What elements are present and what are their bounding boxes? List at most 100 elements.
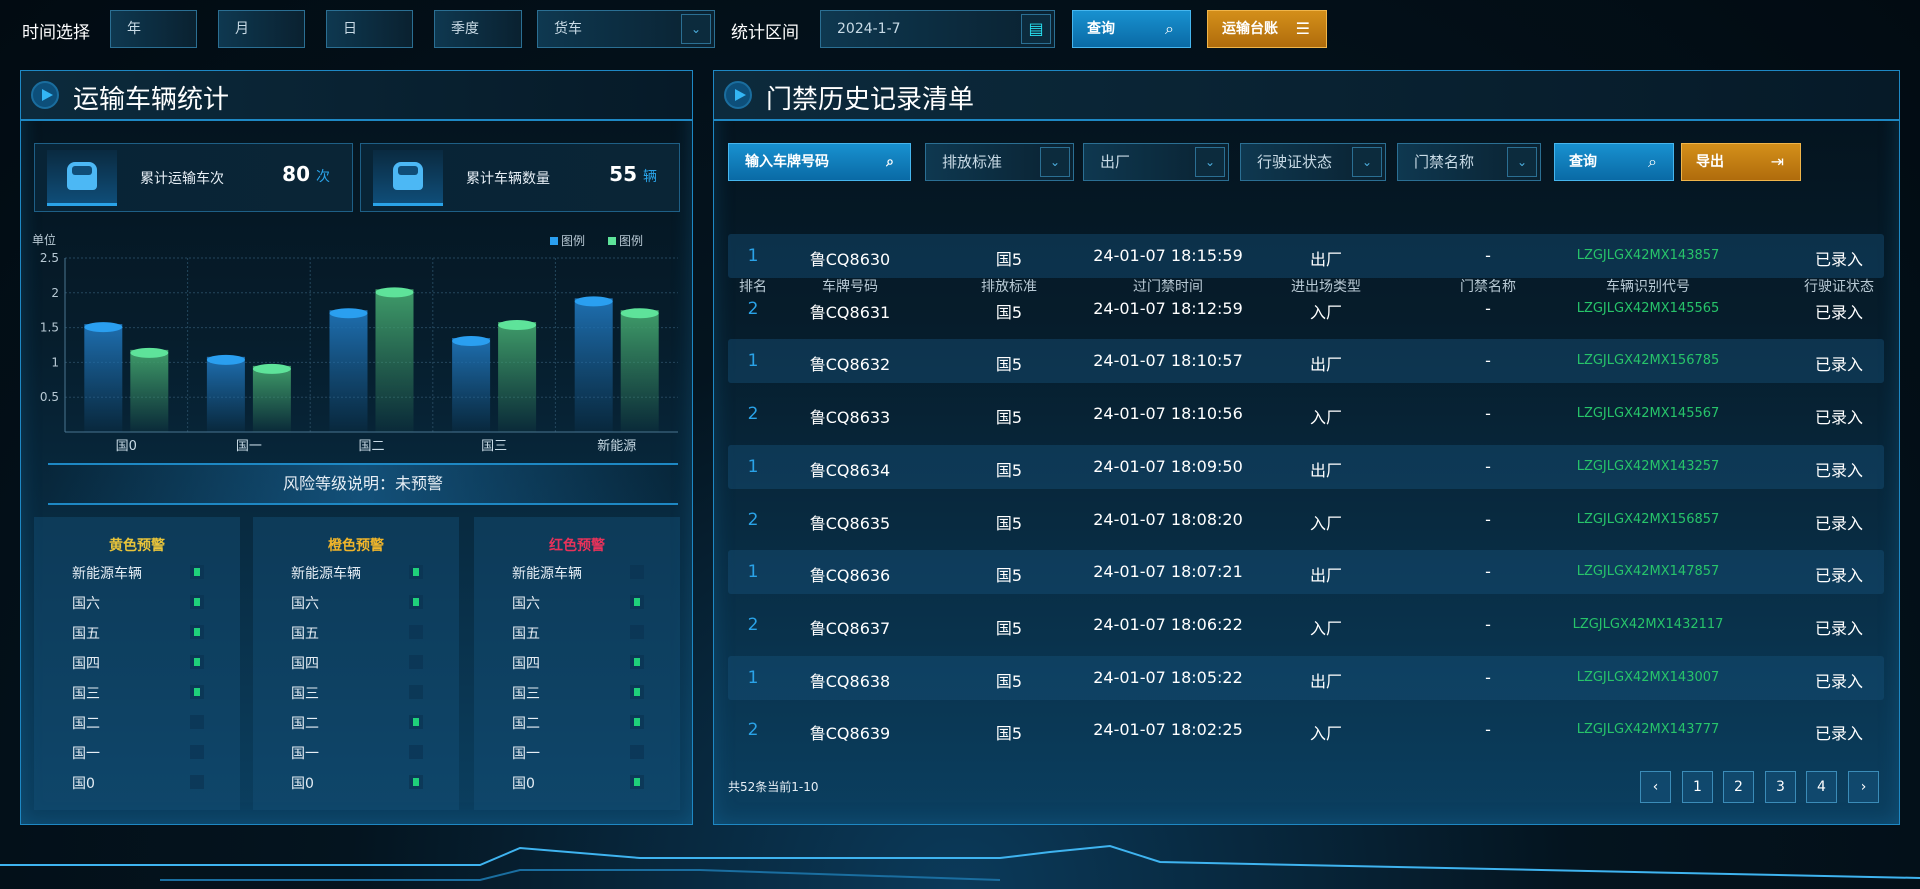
table-cell: - — [1485, 404, 1491, 424]
status-indicator-icon — [409, 625, 423, 639]
status-indicator-icon — [190, 565, 204, 579]
table-cell: 国5 — [995, 566, 1023, 586]
table-cell: - — [1485, 298, 1491, 318]
status-indicator-icon — [409, 655, 423, 669]
bar — [620, 310, 659, 432]
gate-name-select[interactable]: 门禁名称 ⌄ — [1397, 143, 1541, 181]
table-cell: 鲁CQ8638 — [809, 671, 891, 691]
ledger-button[interactable]: 运输台账 ☰ — [1207, 10, 1327, 48]
table-row[interactable]: 1 鲁CQ8636 国5 24-01-07 18:07:21 出厂 - LZGJLGX42M… — [728, 550, 1884, 595]
table-cell: LZGJLGX42MX143007 — [1576, 669, 1720, 685]
chevron-down-icon[interactable]: ⌄ — [1040, 147, 1070, 177]
table-cell: 1 — [747, 351, 759, 372]
table-row[interactable]: 2 鲁CQ8635 国5 24-01-07 18:08:20 入厂 - LZGJLGX42M… — [728, 498, 1884, 542]
panel-header: 门禁历史记录清单 — [714, 71, 1899, 121]
warning-item-label: 国五 — [512, 626, 540, 642]
search-icon: ⌕ — [886, 154, 894, 170]
table-cell: 已录入 — [1814, 671, 1864, 691]
calendar-icon[interactable]: ▤ — [1021, 14, 1051, 44]
time-select-label: 时间选择 — [22, 23, 90, 43]
stat-value: 80 — [282, 162, 310, 186]
table-row[interactable]: 2 鲁CQ8631 国5 24-01-07 18:12:59 入厂 - LZGJLGX42M… — [728, 287, 1884, 331]
year-button[interactable]: 年 — [110, 10, 197, 48]
chevron-down-icon[interactable]: ⌄ — [1507, 147, 1537, 177]
page-1-button[interactable]: 1 — [1682, 771, 1713, 803]
license-status-select[interactable]: 行驶证状态 ⌄ — [1240, 143, 1386, 181]
warning-item: 国四 — [512, 653, 644, 673]
warning-item: 国一 — [291, 743, 423, 763]
day-button[interactable]: 日 — [326, 10, 413, 48]
x-tick-label: 国0 — [116, 439, 137, 454]
table-cell: LZGJLGX42MX156857 — [1576, 511, 1720, 527]
chevron-down-icon[interactable]: ⌄ — [681, 14, 711, 44]
plate-search-input[interactable]: 输入车牌号码 ⌕ — [728, 143, 911, 181]
document-icon: ☰ — [1295, 19, 1310, 38]
plate-placeholder: 输入车牌号码 — [745, 154, 829, 170]
warning-item-label: 国一 — [291, 746, 319, 762]
page-4-button[interactable]: 4 — [1806, 771, 1837, 803]
table-cell: LZGJLGX42MX156785 — [1576, 353, 1720, 369]
month-button[interactable]: 月 — [218, 10, 305, 48]
stat-unit: 次 — [316, 169, 330, 185]
bar-cap — [130, 347, 169, 358]
stat-value: 55 — [609, 162, 637, 186]
pagination-summary: 共52条当前1-10 — [728, 780, 819, 794]
query-label: 查询 — [1087, 21, 1115, 37]
direction-select[interactable]: 出厂 ⌄ — [1083, 143, 1229, 181]
table-cell: 24-01-07 18:09:50 — [1093, 456, 1243, 476]
stat-name: 累计车辆数量 — [466, 171, 550, 187]
status-indicator-icon — [190, 595, 204, 609]
warning-item: 国0 — [512, 773, 644, 793]
next-page-button[interactable]: › — [1848, 771, 1879, 803]
table-cell: 24-01-07 18:12:59 — [1093, 298, 1243, 318]
page-2-button[interactable]: 2 — [1723, 771, 1754, 803]
status-indicator-icon — [409, 565, 423, 579]
status-indicator-icon — [630, 775, 644, 789]
table-cell: LZGJLGX42MX143257 — [1576, 458, 1720, 474]
play-icon — [31, 81, 59, 109]
table-row[interactable]: 1 鲁CQ8634 国5 24-01-07 18:09:50 出厂 - LZGJLGX42M… — [728, 444, 1884, 489]
column-header: 排名 — [739, 279, 767, 295]
table-cell: 鲁CQ8636 — [809, 566, 891, 586]
chevron-down-icon[interactable]: ⌄ — [1195, 147, 1225, 177]
warning-item-label: 新能源车辆 — [512, 566, 582, 582]
table-row[interactable]: 1 鲁CQ8630 国5 24-01-07 18:15:59 出厂 - LZGJLGX42M… — [728, 234, 1884, 278]
warning-item-label: 国0 — [72, 776, 95, 792]
vehicle-type-select[interactable]: 货车 ⌄ — [537, 10, 715, 48]
table-cell: LZGJLGX42MX145567 — [1576, 406, 1720, 422]
table-row[interactable]: 2 鲁CQ8637 国5 24-01-07 18:06:22 入厂 - LZGJLGX42M… — [728, 603, 1884, 647]
table-cell: LZGJLGX42MX147857 — [1576, 564, 1720, 580]
page-3-button[interactable]: 3 — [1765, 771, 1796, 803]
date-input[interactable]: 2024-1-7 ▤ — [820, 10, 1055, 48]
bar-cap — [375, 287, 414, 298]
table-cell: LZGJLGX42MX143857 — [1576, 248, 1720, 263]
export-button[interactable]: 导出 ⇥ — [1681, 143, 1801, 181]
table-cell: 出厂 — [1309, 250, 1343, 269]
bar — [329, 310, 368, 432]
emission-select[interactable]: 排放标准 ⌄ — [925, 143, 1074, 181]
table-cell: 入厂 — [1309, 618, 1343, 638]
status-indicator-icon — [630, 625, 644, 639]
bar — [452, 338, 491, 432]
table-row[interactable]: 1 鲁CQ8638 国5 24-01-07 18:05:22 出厂 - LZGJLGX42M… — [728, 655, 1884, 700]
query-button[interactable]: 查询 ⌕ — [1072, 10, 1191, 48]
ledger-label: 运输台账 — [1222, 21, 1278, 37]
y-tick-label: 1 — [51, 355, 59, 369]
table-cell: 24-01-07 18:05:22 — [1093, 667, 1243, 687]
table-cell: LZGJLGX42MX143777 — [1576, 722, 1720, 738]
warning-column: 橙色预警 新能源车辆 国六 国五 国四 国三 国二 国一 国0 — [253, 517, 459, 810]
table-row[interactable]: 1 鲁CQ8632 国5 24-01-07 18:10:57 出厂 - LZGJLGX42M… — [728, 339, 1884, 384]
table-cell: 1 — [747, 246, 759, 266]
table-row[interactable]: 2 鲁CQ8633 国5 24-01-07 18:10:56 入厂 - LZGJLGX42M… — [728, 392, 1884, 436]
quarter-button[interactable]: 季度 — [434, 10, 522, 48]
warning-item-label: 国五 — [291, 626, 319, 642]
table-row[interactable]: 2 鲁CQ8639 国5 24-01-07 18:02:25 入厂 - LZGJLGX42M… — [728, 708, 1884, 752]
bar-cap — [84, 322, 123, 333]
search-icon: ⌕ — [1648, 152, 1657, 171]
warning-item: 国六 — [512, 593, 644, 613]
prev-page-button[interactable]: ‹ — [1640, 771, 1671, 803]
emission-value: 排放标准 — [942, 153, 1003, 171]
bar — [252, 365, 291, 432]
filter-query-button[interactable]: 查询 ⌕ — [1554, 143, 1674, 181]
chevron-down-icon[interactable]: ⌄ — [1352, 147, 1382, 177]
